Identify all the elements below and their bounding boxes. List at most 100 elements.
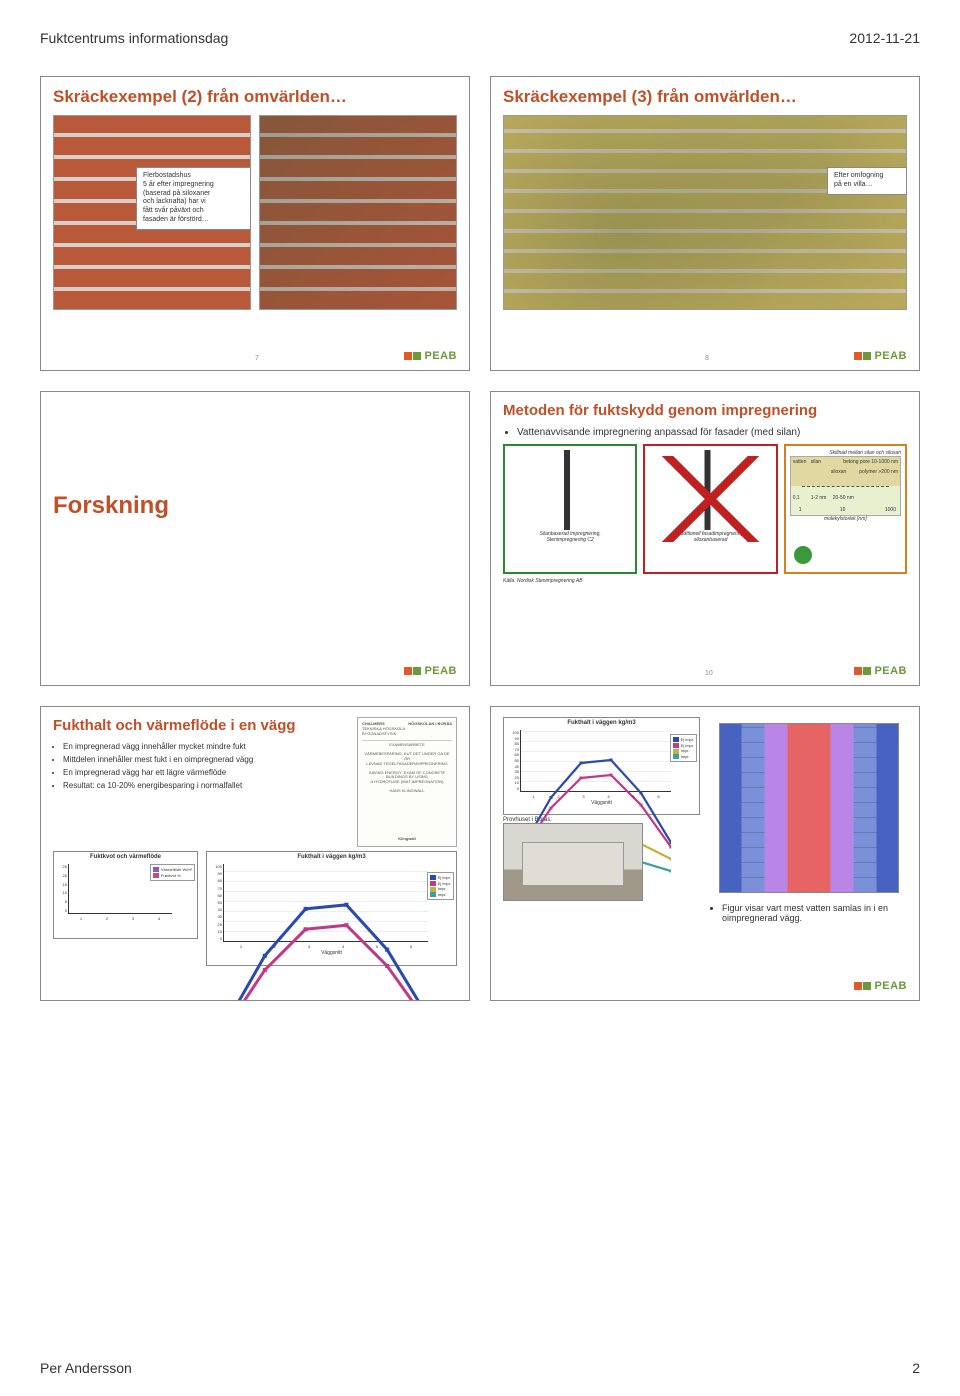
chart-label: 20-50 nm: [833, 495, 854, 501]
logo-square: [854, 667, 862, 675]
bullet-list: En impregnerad vägg innehåller mycket mi…: [63, 742, 349, 791]
slide-number: 8: [705, 355, 709, 362]
peab-logo: PEAB: [854, 980, 907, 992]
logo-square: [863, 352, 871, 360]
header-right: 2012-11-21: [849, 30, 920, 46]
diagram-green: Silanbaserad impregnering, Stenimpregner…: [503, 444, 637, 574]
line-area: 1009080706050403020100 123456: [520, 730, 671, 792]
bullet-item: Vattenavvisande impregnering anpassad fö…: [517, 427, 907, 438]
logo-square: [863, 982, 871, 990]
paper-text: Klingwall: [362, 837, 452, 842]
diagram-row: Silanbaserad impregnering, Stenimpregner…: [503, 444, 907, 574]
peab-logo: PEAB: [404, 350, 457, 362]
logo-text: PEAB: [424, 350, 457, 362]
paper-text: HÖGSKOLAN I BORÅS: [408, 721, 452, 726]
bullet-item: En impregnerad vägg har ett lägre värmef…: [63, 768, 349, 779]
chart-label: polymer >200 nm: [859, 469, 898, 475]
chart-label: betong pore 10-1000 nm: [843, 459, 898, 465]
chart-title: Fukthalt i väggen kg/m3: [207, 852, 456, 862]
slide-title: Skräckexempel (2) från omvärlden…: [53, 87, 457, 107]
paper-text: A HYDROFUGE (WAT IMPREGNATION): [371, 779, 444, 784]
chart-label: siloxan: [831, 469, 847, 475]
y-axis: 1009080706050403020100: [507, 730, 519, 791]
bullet-item: Resultat: ca 10-20% energibesparing i no…: [63, 781, 349, 792]
logo-square: [413, 667, 421, 675]
bullet-item: Figur visar vart mest vatten samlas in i…: [722, 903, 907, 923]
logo-text: PEAB: [874, 980, 907, 992]
molecule-chart: vatten silan betong pore 10-1000 nm silo…: [790, 456, 901, 516]
brick-images: [53, 115, 457, 310]
callout-text: Flerbostadshus 5 år efter impregnering (…: [143, 172, 214, 223]
logo-square: [854, 982, 862, 990]
logo-text: PEAB: [424, 665, 457, 677]
line-area: 1009080706050403020100 123456: [223, 864, 428, 942]
diagram-caption: Silanbaserad impregnering, Stenimpregner…: [509, 532, 631, 543]
chart-label: vatten: [793, 459, 807, 465]
slide-title: Fukthalt och värmeflöde i en vägg: [53, 717, 349, 734]
logo-square: [413, 352, 421, 360]
callout-box: Flerbostadshus 5 år efter impregnering (…: [136, 167, 251, 230]
bullet-list: Figur visar vart mest vatten samlas in i…: [722, 903, 907, 923]
logo-square: [404, 352, 412, 360]
chart-label: 1000: [885, 507, 896, 513]
y-axis: 2520151050: [55, 864, 67, 913]
legend: Ej impr.Ej impr.Impr.Impr.: [427, 872, 454, 900]
chart-label: 0,1: [793, 495, 800, 501]
legend: Ej impr.Ej impr.Impr.Impr.: [670, 734, 697, 762]
footer-left: Per Andersson: [40, 1360, 132, 1376]
chart-title: Fuktkvot och värmeflöde: [54, 852, 197, 862]
logo-square: [854, 352, 862, 360]
paper-text: BYGGNADSFYSIK: [362, 731, 396, 736]
paper-text: HANS KLINGWALL: [362, 789, 452, 794]
document-page: Fuktcentrums informationsdag 2012-11-21 …: [0, 0, 960, 1396]
paper-thumbnail: CHALMERS TEKNISKA HÖGSKOLA BYGGNADSFYSIK…: [357, 717, 457, 847]
slide-number: 10: [705, 670, 713, 677]
legend: Värmeflöde W/m²Fuktkvot %: [150, 864, 195, 881]
peab-logo: PEAB: [854, 350, 907, 362]
x-axis: 1234: [68, 916, 172, 921]
diagram-orange: Skillnad mellan silan och siloxan vatten…: [784, 444, 907, 574]
logo-square: [863, 667, 871, 675]
wall-sketch: [649, 450, 771, 530]
house-photo: [503, 823, 643, 901]
slide-grid: Skräckexempel (2) från omvärlden… Flerbo…: [40, 76, 920, 1001]
brick-yellow-photo: [503, 115, 907, 310]
logo-text: PEAB: [874, 350, 907, 362]
y-axis: 1009080706050403020100: [210, 864, 222, 941]
peab-logo: PEAB: [854, 665, 907, 677]
line-chart: Fukthalt i väggen kg/m3 1009080706050403…: [503, 717, 700, 815]
bullet-item: Mittdelen innehåller mest fukt i en oimp…: [63, 755, 349, 766]
slide-6: Fukthalt i väggen kg/m3 1009080706050403…: [490, 706, 920, 1001]
chart-label: silan: [811, 459, 821, 465]
heat-cross-section: [719, 723, 899, 893]
slide-title: Skräckexempel (3) från omvärlden…: [503, 87, 907, 107]
header-left: Fuktcentrums informationsdag: [40, 30, 920, 46]
slide-5: Fukthalt och värmeflöde i en vägg En imp…: [40, 706, 470, 1001]
wall-sketch: [509, 450, 631, 530]
paper-text: VÄRMEBESPARING, KUT DET UNDER GA DE ÖR: [364, 751, 449, 761]
chart-label: 10: [840, 507, 846, 513]
paper-text: EXAMENSARBETE: [389, 742, 425, 747]
brick-photo-right: [259, 115, 457, 310]
x-axis: 123456: [521, 794, 671, 799]
footer-right: 2: [912, 1360, 920, 1376]
footer: Per Andersson 2: [40, 1360, 920, 1376]
slide-4: Metoden för fuktskydd genom impregnering…: [490, 391, 920, 686]
logo-text: PEAB: [874, 665, 907, 677]
section-title: Forskning: [53, 492, 457, 520]
callout-text: Efter omfogning på en villa…: [834, 172, 883, 188]
line-svg: [224, 864, 428, 1001]
slide-title: Metoden för fuktskydd genom impregnering: [503, 402, 907, 419]
slide-1: Skräckexempel (2) från omvärlden… Flerbo…: [40, 76, 470, 371]
bar-chart: Fuktkvot och värmeflöde 2520151050 1234 …: [53, 851, 198, 939]
diagram-red: Traditionell fasadimpregnering, siloxanb…: [643, 444, 777, 574]
peab-logo: PEAB: [404, 665, 457, 677]
chart-label: 1: [799, 507, 802, 513]
slide-3: Forskning PEAB: [40, 391, 470, 686]
callout-box: Efter omfogning på en villa…: [827, 167, 907, 195]
chart-label: 1-2 nm: [811, 495, 827, 501]
paper-text: LEVNAD TEGELFASADER/IMPREGNERING: [366, 761, 447, 766]
slide-2: Skräckexempel (3) från omvärlden… Efter …: [490, 76, 920, 371]
source-text: Källa: Nordisk Stenimpregnering AB: [503, 578, 907, 584]
slide-number: 7: [255, 355, 259, 362]
